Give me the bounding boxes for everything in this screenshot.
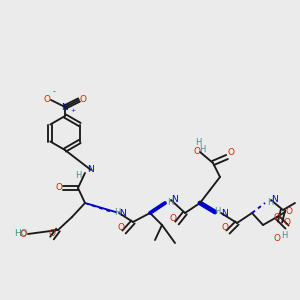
Text: O: O <box>56 184 63 193</box>
Text: H: H <box>281 231 287 240</box>
Text: O: O <box>193 148 200 157</box>
Text: O: O <box>79 95 86 104</box>
Text: H: H <box>75 171 81 180</box>
Text: O: O <box>285 208 292 217</box>
Text: H: H <box>114 208 120 217</box>
Text: O: O <box>284 218 290 227</box>
Text: -: - <box>53 87 56 96</box>
Text: N: N <box>61 103 68 112</box>
Text: H: H <box>195 138 201 147</box>
Text: H: H <box>167 198 173 207</box>
Text: N: N <box>119 208 126 217</box>
Text: O: O <box>273 213 280 222</box>
Text: O: O <box>44 95 51 104</box>
Text: N: N <box>271 196 278 205</box>
Text: O: O <box>221 223 228 232</box>
Text: O: O <box>274 234 281 243</box>
Text: HO: HO <box>14 230 28 238</box>
Text: O: O <box>227 148 234 157</box>
Text: N: N <box>221 208 228 217</box>
Text: H: H <box>214 207 220 216</box>
Text: O: O <box>117 223 124 232</box>
Text: O: O <box>170 214 177 223</box>
Text: N: N <box>88 166 94 175</box>
Text: O: O <box>49 229 56 238</box>
Text: H: H <box>199 145 206 154</box>
Text: +: + <box>70 107 75 112</box>
Text: N: N <box>171 196 178 205</box>
Text: O: O <box>19 230 26 239</box>
Text: H: H <box>267 198 273 207</box>
